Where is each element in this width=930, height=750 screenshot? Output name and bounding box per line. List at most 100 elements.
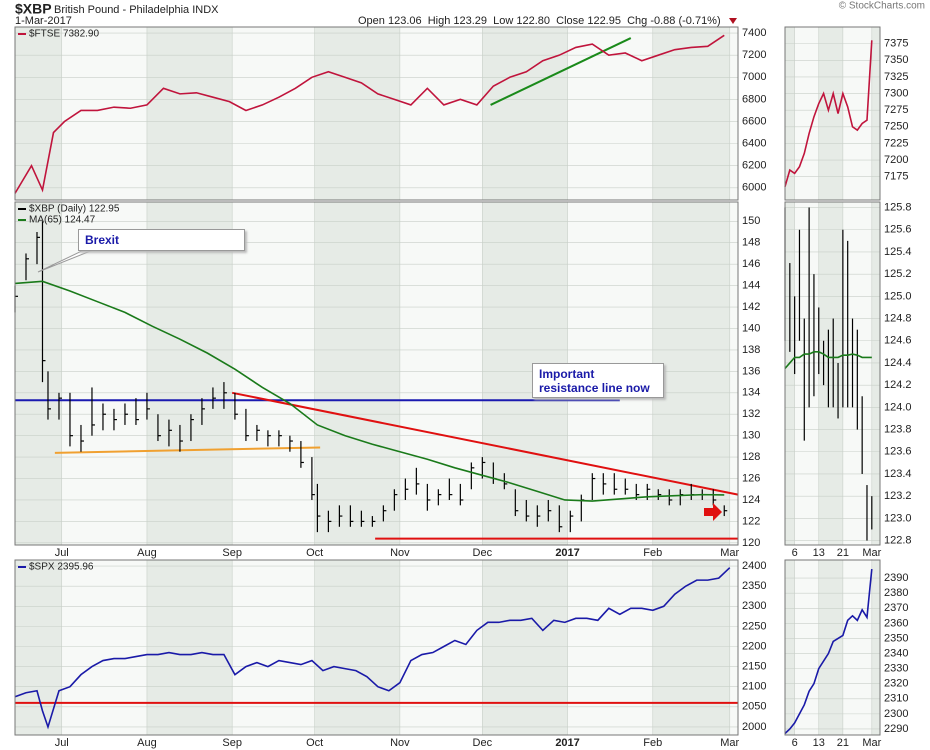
legend-label: $FTSE 7382.90 bbox=[29, 29, 99, 40]
x-tick-label: Aug bbox=[137, 737, 157, 749]
y-tick-label: 2350 bbox=[742, 580, 766, 592]
y-tick-label: 132 bbox=[742, 408, 760, 420]
red-arrow bbox=[704, 503, 722, 521]
line-series bbox=[14, 280, 725, 502]
y-tick-label: 134 bbox=[742, 387, 760, 399]
x-tick-label: Dec bbox=[473, 737, 493, 749]
y-tick-label: 6000 bbox=[742, 182, 766, 194]
y-tick-label: 125.0 bbox=[884, 290, 912, 302]
x-tick-label: Jul bbox=[55, 547, 69, 559]
y-tick-label: 7250 bbox=[884, 121, 908, 133]
period-shading bbox=[785, 560, 795, 735]
x-tick-label: Mar bbox=[862, 547, 881, 559]
y-tick-label: 142 bbox=[742, 301, 760, 313]
y-tick-label: 7400 bbox=[742, 27, 766, 39]
y-tick-label: 7200 bbox=[742, 49, 766, 61]
x-tick-label: Sep bbox=[222, 547, 242, 559]
x-tick-label: Feb bbox=[643, 547, 662, 559]
x-tick-label: 21 bbox=[837, 547, 849, 559]
period-shading bbox=[818, 202, 843, 545]
panel-border bbox=[784, 201, 881, 546]
period-shading bbox=[314, 27, 400, 200]
y-tick-label: 2290 bbox=[884, 723, 908, 735]
instrument-name: British Pound - Philadelphia INDX bbox=[54, 4, 219, 16]
y-tick-label: 2370 bbox=[884, 602, 908, 614]
period-shading bbox=[785, 202, 795, 545]
x-tick-label: 2017 bbox=[555, 547, 579, 559]
period-shading bbox=[314, 202, 400, 545]
legend-label: $SPX 2395.96 bbox=[29, 562, 94, 573]
y-tick-label: 2050 bbox=[742, 701, 766, 713]
y-tick-label: 2320 bbox=[884, 678, 908, 690]
y-tick-label: 7000 bbox=[742, 71, 766, 83]
panel-border bbox=[784, 559, 881, 736]
y-tick-label: 7200 bbox=[884, 154, 908, 166]
y-tick-label: 123.2 bbox=[884, 490, 912, 502]
y-tick-label: 6400 bbox=[742, 138, 766, 150]
y-tick-label: 124.6 bbox=[884, 335, 912, 347]
period-shading bbox=[146, 202, 233, 545]
x-tick-label: Mar bbox=[862, 737, 881, 749]
line-series bbox=[784, 40, 873, 187]
panel-border bbox=[14, 559, 739, 736]
y-tick-label: 2350 bbox=[884, 632, 908, 644]
y-tick-label: 125.2 bbox=[884, 268, 912, 280]
y-tick-label: 124.8 bbox=[884, 312, 912, 324]
period-shading bbox=[871, 27, 880, 200]
y-tick-label: 6200 bbox=[742, 160, 766, 172]
y-tick-label: 2330 bbox=[884, 663, 908, 675]
y-tick-label: 6800 bbox=[742, 93, 766, 105]
trendline bbox=[490, 37, 632, 106]
period-shading bbox=[652, 560, 730, 735]
y-tick-label: 122.8 bbox=[884, 534, 912, 546]
y-tick-label: 125.4 bbox=[884, 246, 912, 258]
y-tick-label: 2360 bbox=[884, 617, 908, 629]
annotation: Brexit bbox=[78, 229, 245, 251]
period-shading bbox=[15, 27, 62, 200]
line-series bbox=[14, 34, 725, 194]
y-tick-label: 122 bbox=[742, 515, 760, 527]
x-tick-label: Mar bbox=[720, 547, 739, 559]
y-tick-label: 123.6 bbox=[884, 446, 912, 458]
y-tick-label: 2310 bbox=[884, 693, 908, 705]
y-tick-label: 146 bbox=[742, 258, 760, 270]
period-shading bbox=[15, 202, 62, 545]
y-tick-label: 148 bbox=[742, 237, 760, 249]
y-tick-label: 2300 bbox=[884, 708, 908, 720]
y-tick-label: 123.0 bbox=[884, 512, 912, 524]
x-tick-label: 6 bbox=[792, 547, 798, 559]
y-tick-label: 136 bbox=[742, 365, 760, 377]
trendline bbox=[231, 391, 739, 496]
y-tick-label: 7175 bbox=[884, 171, 908, 183]
y-tick-label: 2000 bbox=[742, 721, 766, 733]
down-arrow-icon bbox=[729, 18, 737, 24]
x-tick-label: Aug bbox=[137, 547, 157, 559]
y-tick-label: 140 bbox=[742, 322, 760, 334]
legend-label: $XBP (Daily) 122.95 bbox=[29, 204, 120, 215]
y-tick-label: 7350 bbox=[884, 54, 908, 66]
quote: Open 123.06 High 123.29 Low 122.80 Close… bbox=[358, 15, 721, 27]
y-tick-label: 7300 bbox=[884, 87, 908, 99]
x-tick-label: Oct bbox=[306, 737, 323, 749]
panel-border bbox=[14, 201, 739, 546]
x-tick-label: 13 bbox=[813, 737, 825, 749]
x-tick-label: Mar bbox=[720, 737, 739, 749]
line-series bbox=[784, 351, 872, 370]
y-tick-label: 2340 bbox=[884, 647, 908, 659]
symbol: $XBP bbox=[15, 1, 52, 17]
x-tick-label: 6 bbox=[792, 737, 798, 749]
x-tick-label: Oct bbox=[306, 547, 323, 559]
y-tick-label: 123.8 bbox=[884, 423, 912, 435]
period-shading bbox=[871, 560, 880, 735]
x-tick-label: Jul bbox=[55, 737, 69, 749]
panel-border bbox=[784, 26, 881, 201]
annotation: Important resistance line now bbox=[532, 363, 664, 398]
y-tick-label: 2150 bbox=[742, 661, 766, 673]
y-tick-label: 124.0 bbox=[884, 401, 912, 413]
line-series bbox=[14, 567, 731, 730]
y-tick-label: 124 bbox=[742, 494, 760, 506]
x-tick-label: 21 bbox=[837, 737, 849, 749]
date: 1-Mar-2017 bbox=[15, 15, 72, 27]
